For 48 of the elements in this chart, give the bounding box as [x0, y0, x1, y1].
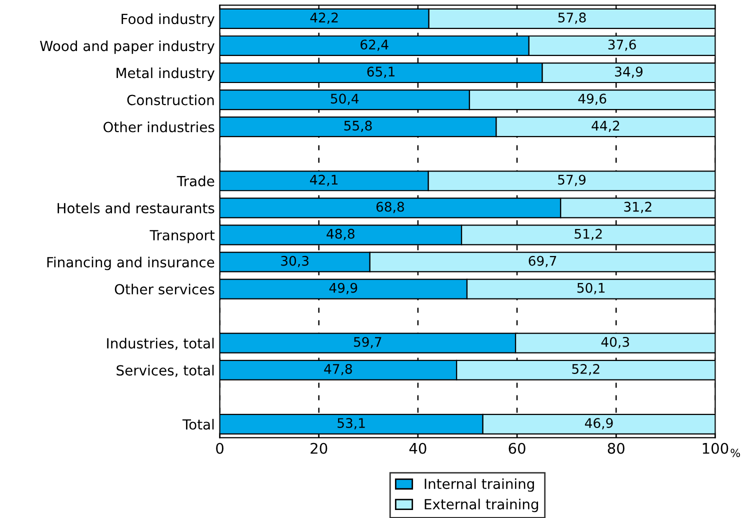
- data-label: 55,8: [344, 120, 372, 132]
- legend-label: Internal training: [424, 478, 534, 492]
- x-tick-label: 80: [608, 442, 624, 454]
- y-tick-label: Trade: [176, 176, 214, 186]
- data-label: 47,8: [324, 364, 352, 376]
- data-label: 48,8: [326, 228, 354, 240]
- data-label: 37,6: [608, 40, 636, 51]
- data-label: 30,3: [281, 256, 308, 268]
- data-label: 65,1: [367, 66, 395, 78]
- y-tick-label: Transport: [150, 230, 215, 244]
- x-tick-label: 20: [310, 442, 328, 454]
- data-label: 50,1: [577, 282, 605, 294]
- y-tick-label: Food industry: [122, 13, 214, 27]
- legend-label: External training: [424, 498, 538, 512]
- data-label: 68,8: [376, 202, 404, 214]
- data-label: 31,2: [624, 202, 652, 214]
- data-label: 51,2: [574, 228, 602, 240]
- data-label: 52,2: [572, 364, 600, 376]
- y-tick-label: Financing and insurance: [47, 256, 214, 270]
- x-tick-label: 60: [508, 442, 526, 454]
- data-label: 34,9: [615, 66, 643, 78]
- data-label: 46,9: [584, 418, 613, 430]
- x-tick-label: 100: [702, 442, 728, 454]
- y-tick-label: Metal industry: [116, 67, 214, 81]
- data-label: 44,2: [592, 120, 620, 132]
- y-tick-label: Wood and paper industry: [40, 40, 214, 54]
- data-label: 57,9: [558, 174, 586, 186]
- y-tick-label: Services, total: [116, 364, 214, 378]
- data-label: 40,3: [601, 336, 630, 348]
- data-label: 53,1: [338, 418, 365, 430]
- data-label: 42,1: [310, 174, 338, 186]
- data-label: 42,2: [310, 12, 338, 24]
- data-label: 50,4: [330, 94, 359, 105]
- x-tick-label: 40: [409, 442, 426, 454]
- y-tick-label: Total: [182, 418, 214, 430]
- data-label: 49,9: [329, 282, 358, 294]
- x-axis-title: %: [730, 448, 740, 458]
- data-label: 49,6: [578, 94, 606, 105]
- data-label: 62,4: [360, 40, 388, 51]
- y-tick-label: Other services: [114, 284, 214, 294]
- y-tick-label: Industries, total: [107, 338, 214, 350]
- data-label: 69,7: [528, 256, 556, 268]
- y-tick-label: Hotels and restaurants: [58, 202, 214, 214]
- x-tick-label: 0: [216, 442, 224, 454]
- data-label: 57,8: [558, 12, 586, 24]
- data-label: 59,7: [354, 336, 382, 348]
- y-tick-label: Other industries: [104, 122, 214, 132]
- y-tick-label: Construction: [127, 94, 214, 106]
